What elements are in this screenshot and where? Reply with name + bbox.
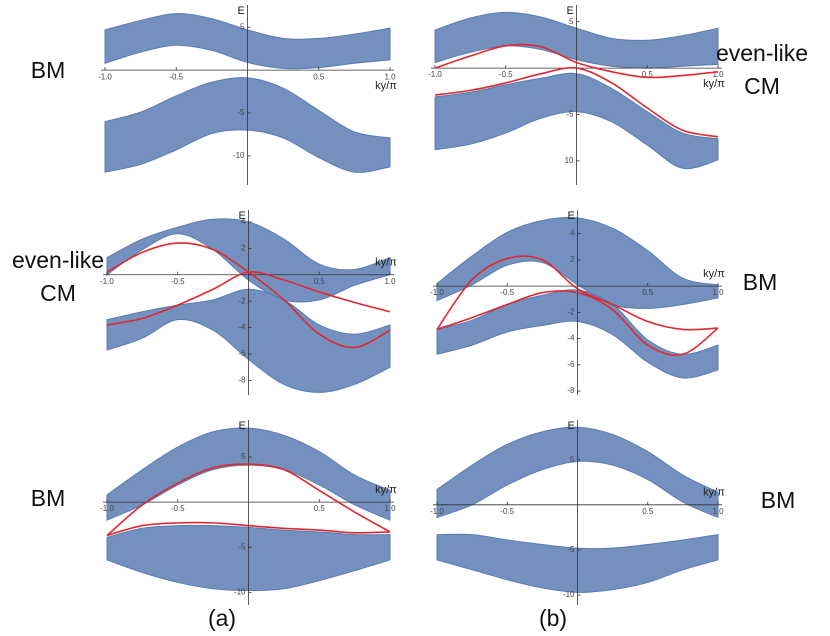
y-axis-label: E <box>238 5 245 17</box>
x-tick-label: -0.5 <box>500 507 514 516</box>
panel: -1.0 -0.5 0.5 1.0 4 2 -2 -4 -6 -8 Eky/π <box>100 210 397 395</box>
y-tick-label: 10 <box>565 156 574 165</box>
band-area <box>106 427 391 521</box>
side-label: even-like <box>716 40 808 66</box>
side-label: BM <box>761 487 796 513</box>
x-tick-label: 1.0 <box>384 72 396 81</box>
side-label: CM <box>40 280 76 306</box>
x-axis-label: ky/π <box>703 268 725 280</box>
x-tick-label: -1.0 <box>430 288 444 297</box>
x-tick-label: -0.5 <box>169 72 183 81</box>
side-label: BM <box>31 485 66 511</box>
y-axis-label: E <box>568 420 575 432</box>
edge-state-line <box>436 290 719 356</box>
x-tick-label: 0.5 <box>642 288 654 297</box>
band-area <box>436 426 719 519</box>
band-area <box>434 72 719 170</box>
side-label: even-like <box>12 247 104 273</box>
y-axis-label: E <box>567 5 574 17</box>
y-axis-label: E <box>239 420 246 432</box>
edge-state-line <box>434 66 719 138</box>
x-tick-label: -1.0 <box>98 72 112 81</box>
y-tick-label: -4 <box>567 334 575 343</box>
y-axis-label: E <box>568 210 575 222</box>
x-axis-label: ky/π <box>703 78 725 90</box>
x-tick-label: 0.5 <box>314 277 326 286</box>
y-tick-label: 5 <box>570 455 575 464</box>
y-tick-label: -2 <box>567 307 575 316</box>
edge-state-line <box>106 271 391 326</box>
panel: -1.0 -0.5 0.5 1.0 4 2 -2 -4 -6 -8 Eky/π <box>430 210 725 395</box>
x-tick-label: -0.5 <box>500 288 514 297</box>
y-tick-label: -8 <box>567 386 575 395</box>
y-tick-label: -6 <box>238 349 246 358</box>
y-tick-label: -5 <box>566 110 574 119</box>
side-label: BM <box>743 269 778 295</box>
x-tick-label: 0.5 <box>642 507 654 516</box>
panel: -1.0 -0.5 0.5 1.0 5 -5 10 Eky/π <box>428 5 725 185</box>
y-tick-label: 4 <box>241 217 246 226</box>
y-tick-label: 5 <box>569 17 574 26</box>
y-tick-label: 5 <box>241 452 246 461</box>
x-tick-label: -1.0 <box>100 277 114 286</box>
panel: -1.0 -0.5 0.5 1.0 5 -5 -10 Eky/π <box>98 5 397 185</box>
x-tick-label: -1.0 <box>430 507 444 516</box>
x-tick-label: -1.0 <box>100 504 114 513</box>
edge-state-line <box>106 521 391 537</box>
y-tick-label: -5 <box>567 545 575 554</box>
x-axis-label: ky/π <box>375 257 397 269</box>
x-tick-label: 1.0 <box>712 70 724 79</box>
panel-label: (a) <box>208 605 236 631</box>
y-tick-label: -6 <box>567 360 575 369</box>
x-tick-label: 0.5 <box>314 504 326 513</box>
y-tick-label: 5 <box>240 22 245 31</box>
y-tick-label: -2 <box>238 296 246 305</box>
x-tick-label: 0.5 <box>642 70 654 79</box>
x-tick-label: -0.5 <box>499 70 513 79</box>
y-tick-label: -5 <box>237 108 245 117</box>
panel: -1.0 -0.5 0.5 1.0 5 -5 -10 Eky/π <box>430 420 725 605</box>
side-label: CM <box>744 73 780 99</box>
y-tick-label: -10 <box>233 151 245 160</box>
y-tick-label: 4 <box>570 229 575 238</box>
y-tick-label: -4 <box>238 323 246 332</box>
edge-state-line <box>434 43 719 79</box>
x-tick-label: 1.0 <box>384 504 396 513</box>
x-tick-label: -0.5 <box>171 277 185 286</box>
y-axis-label: E <box>239 210 246 222</box>
x-axis-label: ky/π <box>375 484 397 496</box>
y-tick-label: -10 <box>563 590 575 599</box>
y-tick-label: -10 <box>234 587 246 596</box>
y-tick-label: 2 <box>570 255 575 264</box>
panel-label: (b) <box>539 605 567 631</box>
x-axis-label: ky/π <box>375 80 397 92</box>
edge-state-line <box>106 463 391 537</box>
side-label: BM <box>31 57 66 83</box>
x-tick-label: -0.5 <box>171 504 185 513</box>
y-tick-label: 2 <box>241 243 246 252</box>
band-area <box>436 289 719 379</box>
x-axis-label: ky/π <box>703 487 725 499</box>
x-tick-label: 1.0 <box>712 288 724 297</box>
x-tick-label: -1.0 <box>428 70 442 79</box>
x-tick-label: 0.5 <box>313 72 325 81</box>
y-tick-label: -8 <box>238 376 246 385</box>
edge-state-line <box>436 255 719 331</box>
panel: -1.0 -0.5 0.5 1.0 5 -5 -10 Eky/π <box>100 420 397 605</box>
y-tick-label: -5 <box>238 542 246 551</box>
x-tick-label: 1.0 <box>712 507 724 516</box>
x-tick-label: 1.0 <box>384 277 396 286</box>
